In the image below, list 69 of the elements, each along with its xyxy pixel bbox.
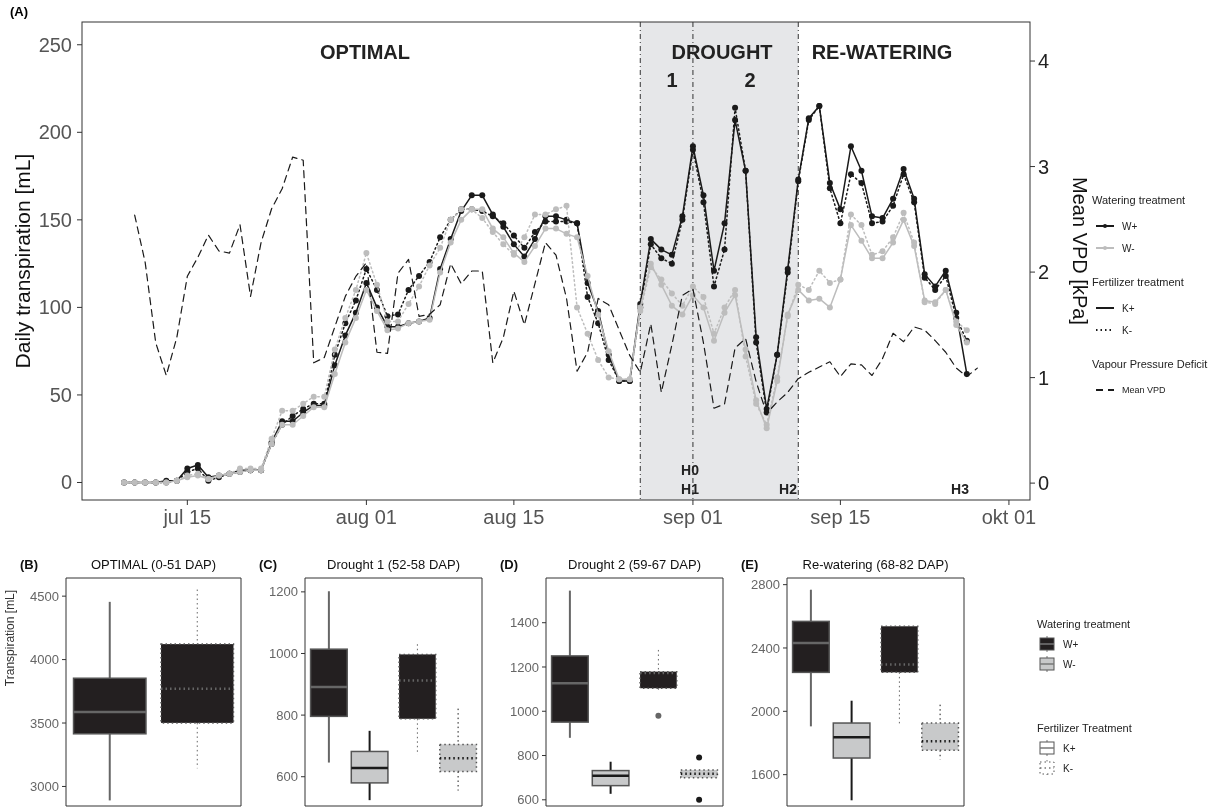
y-tick-label: 2400 (751, 640, 780, 656)
text: (E) (741, 557, 759, 572)
y-tick-label: 50 (49, 383, 72, 406)
x-tick-label: okt 01 (981, 506, 1037, 528)
y2-tick-label: 4 (1038, 50, 1050, 73)
y-tick-label: 800 (517, 748, 539, 764)
x-tick-label: aug 01 (335, 506, 397, 528)
chart-title: (A) (10, 4, 29, 19)
y-tick-label: 100 (38, 296, 72, 319)
chart-title: OPTIMAL (0-51 DAP) (90, 557, 217, 572)
legend-title: Watering treatment (1037, 617, 1131, 630)
chart-title: Drought 1 (52-58 DAP) (327, 557, 460, 572)
annotation: H3 (951, 480, 970, 497)
y-tick-label: 250 (38, 33, 72, 56)
text: Watering treatment (1092, 193, 1186, 206)
y-tick-label: 3000 (30, 779, 59, 795)
y2-tick-label: 1 (1038, 366, 1050, 389)
text: W+ (1122, 220, 1138, 232)
y-tick-label: 600 (276, 769, 298, 785)
y-tick-label: 0 (60, 471, 72, 494)
x-tick-label: sep 15 (810, 506, 871, 528)
legend-label: Mean VPD (1122, 385, 1167, 396)
annotation: 1 (666, 69, 678, 91)
y-tick-label: 1200 (269, 584, 298, 600)
y-tick-label: 1400 (510, 615, 539, 631)
y2-tick-label: 3 (1038, 155, 1050, 178)
annotation: H2 (779, 480, 798, 497)
y-tick-label: 1000 (510, 703, 539, 719)
x-tick-label: sep 01 (662, 506, 723, 528)
x-tick-label: jul 15 (162, 506, 212, 528)
y-tick-label: 150 (38, 208, 72, 231)
y-tick-label: 2000 (751, 703, 780, 719)
legend-label: W+ (1063, 638, 1079, 650)
y-tick-label: 1000 (269, 646, 298, 662)
text: (D) (500, 557, 519, 572)
y-tick-label: 4500 (30, 588, 59, 604)
text: K- (1122, 324, 1132, 336)
y2-axis-title: Mean VPD [kPa] (1069, 177, 1091, 325)
annotation: OPTIMAL (320, 41, 410, 63)
annotation: H0 (681, 461, 700, 478)
annotation: 2 (744, 69, 756, 91)
text: (C) (259, 557, 278, 572)
text: Fertilizer treatment (1092, 275, 1184, 288)
y-axis-title: Daily transpiration [mL] (11, 153, 34, 369)
chart-title: Re-watering (68-82 DAP) (802, 557, 949, 572)
legend-label: W- (1063, 658, 1076, 670)
y-tick-label: 200 (38, 121, 72, 144)
annotation: DROUGHT (671, 41, 773, 63)
y-axis-title: Transpiration [mL] (3, 589, 17, 687)
x-tick-label: aug 15 (483, 506, 545, 528)
y-tick-label: 3500 (30, 715, 59, 731)
text: K+ (1063, 742, 1076, 754)
y-tick-label: 800 (276, 707, 298, 723)
annotation: RE-WATERING (811, 41, 953, 63)
y-tick-label: 1600 (751, 767, 780, 783)
text: Vapour Pressure Deficit (1092, 357, 1208, 370)
text: (B) (20, 557, 39, 572)
y2-tick-label: 2 (1038, 261, 1050, 284)
y-tick-label: 4000 (30, 652, 59, 668)
text: Fertilizer Treatment (1037, 721, 1132, 734)
text: K+ (1122, 302, 1135, 314)
chart-title: Drought 2 (59-67 DAP) (568, 557, 701, 572)
y-tick-label: 600 (517, 792, 539, 808)
text: W- (1122, 242, 1135, 254)
y2-tick-label: 0 (1038, 472, 1050, 495)
text: K- (1063, 762, 1073, 774)
y-tick-label: 1200 (510, 659, 539, 675)
annotation: H1 (681, 480, 700, 497)
y-tick-label: 2800 (751, 577, 780, 593)
